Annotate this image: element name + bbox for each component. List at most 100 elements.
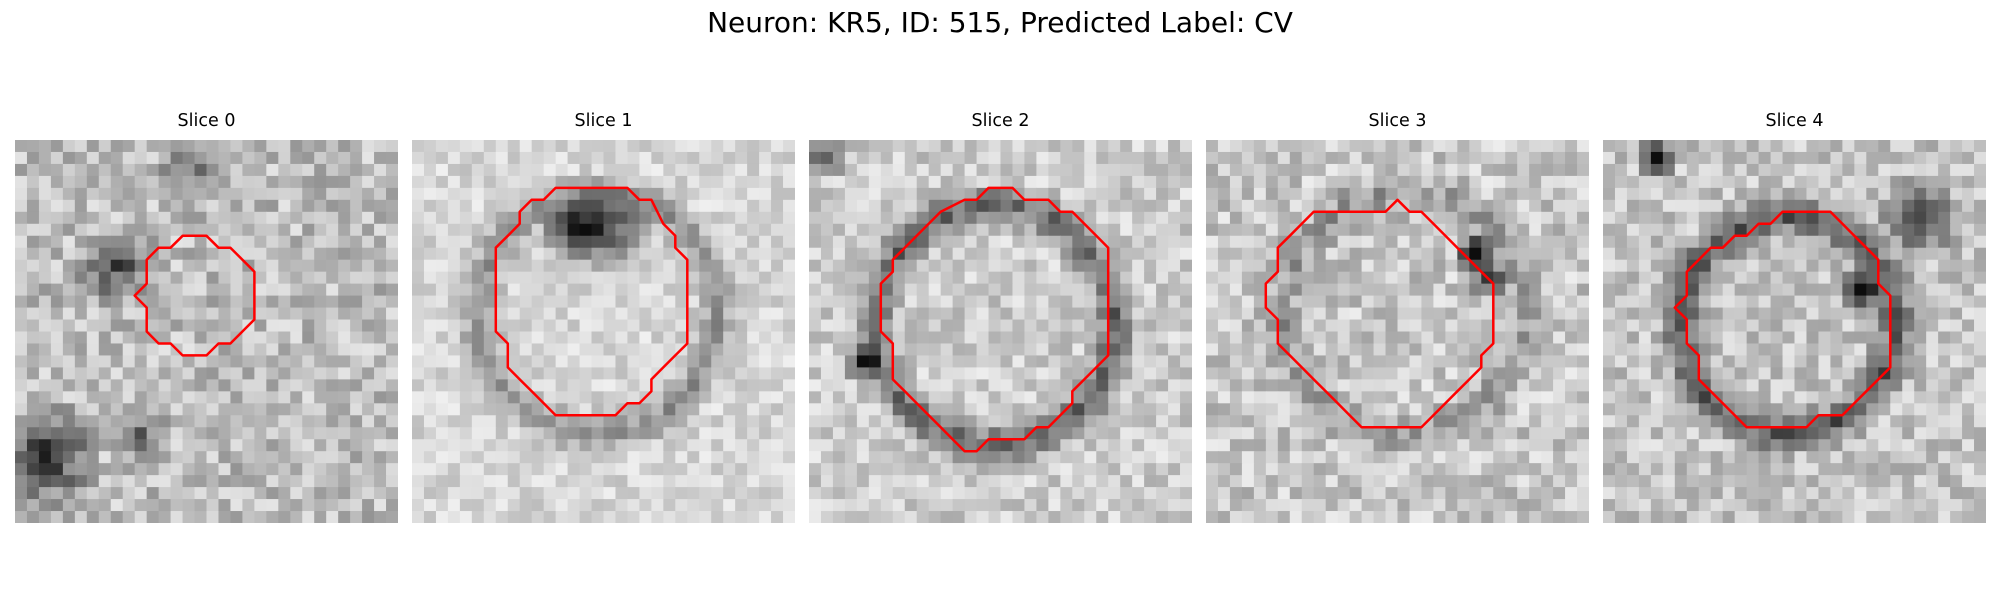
image-pixel	[26, 403, 40, 416]
image-pixel	[1830, 151, 1843, 165]
image-pixel	[302, 403, 315, 416]
image-pixel	[266, 439, 279, 452]
image-pixel	[1962, 355, 1975, 369]
image-pixel	[483, 319, 497, 333]
image-pixel	[1313, 391, 1327, 404]
image-pixel	[1168, 355, 1181, 369]
image-pixel	[50, 319, 64, 333]
image-pixel	[1385, 140, 1399, 153]
image-pixel	[362, 259, 375, 273]
image-pixel	[783, 439, 795, 452]
image-pixel	[1962, 439, 1975, 452]
image-pixel	[1072, 367, 1085, 380]
image-pixel	[543, 475, 557, 488]
image-pixel	[1373, 199, 1387, 213]
image-pixel	[98, 439, 112, 452]
image-pixel	[471, 367, 485, 380]
image-pixel	[110, 295, 124, 309]
image-pixel	[483, 283, 497, 297]
image-pixel	[1024, 391, 1038, 404]
image-pixel	[302, 451, 315, 464]
image-pixel	[844, 499, 858, 512]
image-pixel	[651, 259, 664, 273]
image-pixel	[735, 295, 748, 309]
image-pixel	[988, 247, 1002, 261]
image-pixel	[1084, 511, 1097, 523]
image-pixel	[146, 439, 160, 452]
image-pixel	[170, 211, 184, 225]
image-pixel	[362, 427, 375, 440]
image-pixel	[940, 307, 954, 321]
image-pixel	[158, 415, 172, 428]
image-pixel	[278, 331, 291, 345]
image-pixel	[1206, 355, 1219, 369]
image-pixel	[507, 235, 521, 249]
image-pixel	[1289, 487, 1303, 500]
image-pixel	[1180, 499, 1192, 512]
image-pixel	[1168, 331, 1181, 345]
image-pixel	[1229, 175, 1243, 189]
image-pixel	[916, 415, 930, 428]
image-pixel	[809, 283, 822, 297]
image-pixel	[976, 499, 990, 512]
image-pixel	[1048, 355, 1061, 369]
image-pixel	[1878, 379, 1891, 392]
image-pixel	[952, 391, 966, 404]
image-pixel	[892, 283, 906, 297]
image-pixel	[1469, 187, 1482, 201]
image-pixel	[1529, 259, 1542, 273]
image-pixel	[1722, 223, 1736, 237]
image-pixel	[447, 283, 461, 297]
image-pixel	[1770, 343, 1784, 357]
image-pixel	[495, 247, 509, 261]
image-pixel	[122, 415, 136, 428]
image-pixel	[1445, 451, 1458, 464]
image-pixel	[386, 331, 398, 345]
image-pixel	[386, 319, 398, 333]
image-pixel	[1301, 247, 1315, 261]
image-pixel	[134, 391, 148, 404]
image-pixel	[1241, 140, 1255, 153]
image-pixel	[1144, 319, 1157, 333]
contour-outline	[879, 186, 1110, 453]
image-pixel	[699, 175, 712, 189]
image-pixel	[1890, 391, 1903, 404]
image-pixel	[338, 331, 351, 345]
image-pixel	[435, 140, 449, 153]
image-pixel	[206, 487, 220, 500]
image-pixel	[1409, 259, 1423, 273]
image-pixel	[904, 367, 918, 380]
image-pixel	[1012, 463, 1026, 476]
image-pixel	[1782, 140, 1796, 153]
image-pixel	[1433, 259, 1446, 273]
image-pixel	[699, 223, 712, 237]
image-pixel	[1842, 355, 1855, 369]
image-pixel	[447, 271, 461, 285]
image-pixel	[362, 391, 375, 404]
image-pixel	[1493, 475, 1506, 488]
image-pixel	[1253, 379, 1267, 392]
image-pixel	[1156, 391, 1169, 404]
image-pixel	[1156, 140, 1169, 153]
image-pixel	[230, 319, 244, 333]
image-pixel	[206, 247, 220, 261]
image-pixel	[182, 199, 196, 213]
image-pixel	[1385, 475, 1399, 488]
image-pixel	[880, 487, 894, 500]
image-pixel	[1950, 259, 1963, 273]
image-pixel	[1565, 247, 1578, 261]
image-pixel	[1469, 499, 1482, 512]
image-pixel	[1890, 427, 1903, 440]
image-pixel	[110, 415, 124, 428]
image-pixel	[1024, 223, 1038, 237]
image-pixel	[1421, 247, 1435, 261]
image-pixel	[471, 427, 485, 440]
image-pixel	[62, 487, 76, 500]
image-pixel	[1517, 499, 1530, 512]
image-pixel	[15, 415, 28, 428]
image-pixel	[1012, 403, 1026, 416]
image-pixel	[1710, 403, 1724, 416]
image-pixel	[531, 151, 545, 165]
image-pixel	[1301, 235, 1315, 249]
image-pixel	[386, 199, 398, 213]
